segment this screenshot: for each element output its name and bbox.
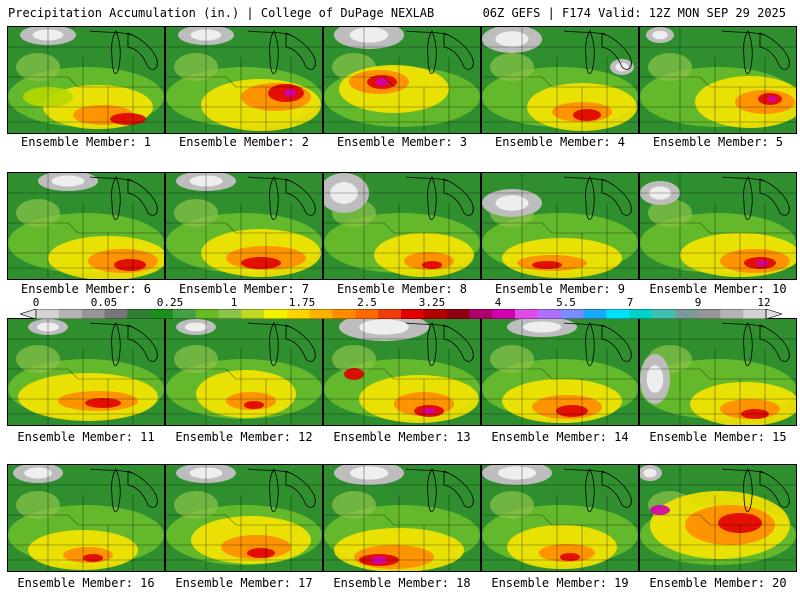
ensemble-member-label: Ensemble Member: 1 <box>20 135 152 149</box>
ensemble-map-5 <box>639 26 797 134</box>
ensemble-member-label: Ensemble Member: 12 <box>175 430 313 444</box>
colorbar-swatch <box>423 309 447 319</box>
colorbar-swatch <box>218 309 242 319</box>
ensemble-map-6 <box>7 172 165 280</box>
ensemble-member-label: Ensemble Member: 3 <box>336 135 468 149</box>
colorbar-swatch <box>583 309 607 319</box>
colorbar-swatch <box>515 309 539 319</box>
colorbar-tick-label: 0 <box>32 296 40 309</box>
colorbar-swatch <box>195 309 219 319</box>
colorbar-swatch <box>492 309 516 319</box>
colorbar-swatch <box>606 309 630 319</box>
colorbar-swatch <box>332 309 356 319</box>
ensemble-map-10 <box>639 172 797 280</box>
ensemble-map-14 <box>481 318 639 426</box>
valid-time: 06Z GEFS | F174 Valid: 12Z MON SEP 29 20… <box>482 6 786 20</box>
ensemble-map-13 <box>323 318 481 426</box>
ensemble-map-11 <box>7 318 165 426</box>
ensemble-map-16 <box>7 464 165 572</box>
ensemble-map-8 <box>323 172 481 280</box>
colorbar-tick-label: 5.5 <box>556 296 576 309</box>
colorbar-swatch <box>241 309 265 319</box>
ensemble-member-label: Ensemble Member: 13 <box>333 430 471 444</box>
ensemble-member-label: Ensemble Member: 18 <box>333 576 471 590</box>
colorbar-swatch <box>36 309 60 319</box>
colorbar-swatch <box>81 309 105 319</box>
colorbar-swatch <box>104 309 128 319</box>
colorbar-swatch <box>469 309 493 319</box>
colorbar-tick-label: 3.25 <box>418 296 446 309</box>
ensemble-member-label: Ensemble Member: 17 <box>175 576 313 590</box>
ensemble-member-label: Ensemble Member: 14 <box>491 430 629 444</box>
colorbar-swatch <box>537 309 561 319</box>
ensemble-member-label: Ensemble Member: 20 <box>649 576 787 590</box>
colorbar-swatch <box>401 309 425 319</box>
colorbar-tick-label: 1.75 <box>288 296 316 309</box>
colorbar-tick-label: 0.05 <box>90 296 118 309</box>
colorbar-swatch <box>743 309 767 319</box>
ensemble-map-15 <box>639 318 797 426</box>
colorbar-swatch <box>355 309 379 319</box>
ensemble-member-label: Ensemble Member: 10 <box>649 282 787 296</box>
ensemble-map-7 <box>165 172 323 280</box>
colorbar-tick-label: 7 <box>626 296 634 309</box>
colorbar-swatch <box>58 309 82 319</box>
ensemble-map-12 <box>165 318 323 426</box>
colorbar-tick-label: 9 <box>694 296 702 309</box>
ensemble-member-label: Ensemble Member: 15 <box>649 430 787 444</box>
colorbar-swatch <box>720 309 744 319</box>
colorbar-swatch <box>127 309 151 319</box>
ensemble-member-label: Ensemble Member: 2 <box>178 135 310 149</box>
precip-colorbar <box>20 309 782 319</box>
colorbar-swatch <box>697 309 721 319</box>
map-title: Precipitation Accumulation (in.) | Colle… <box>8 6 435 20</box>
ensemble-map-4 <box>481 26 639 134</box>
ensemble-member-label: Ensemble Member: 5 <box>652 135 784 149</box>
colorbar-swatch <box>286 309 311 319</box>
ensemble-map-2 <box>165 26 323 134</box>
ensemble-map-19 <box>481 464 639 572</box>
ensemble-map-20 <box>639 464 797 572</box>
ensemble-member-label: Ensemble Member: 9 <box>494 282 626 296</box>
colorbar-swatch <box>629 309 653 319</box>
colorbar-swatch <box>172 309 196 319</box>
ensemble-map-17 <box>165 464 323 572</box>
colorbar-tick-label: 4 <box>494 296 502 309</box>
colorbar-swatch <box>264 309 288 319</box>
ensemble-map-1 <box>7 26 165 134</box>
ensemble-member-label: Ensemble Member: 4 <box>494 135 626 149</box>
colorbar-tick-label: 1 <box>230 296 238 309</box>
colorbar-swatch <box>674 309 698 319</box>
colorbar-swatch <box>378 309 402 319</box>
colorbar-swatch <box>651 309 676 319</box>
colorbar-swatch <box>560 309 584 319</box>
ensemble-member-label: Ensemble Member: 8 <box>336 282 468 296</box>
colorbar-tick-label: 12 <box>757 296 771 309</box>
ensemble-map-18 <box>323 464 481 572</box>
ensemble-member-label: Ensemble Member: 19 <box>491 576 629 590</box>
ensemble-member-label: Ensemble Member: 6 <box>20 282 152 296</box>
colorbar-swatch <box>446 309 470 319</box>
ensemble-member-label: Ensemble Member: 7 <box>178 282 310 296</box>
ensemble-member-label: Ensemble Member: 16 <box>17 576 155 590</box>
ensemble-member-label: Ensemble Member: 11 <box>17 430 155 444</box>
ensemble-map-9 <box>481 172 639 280</box>
colorbar-tick-label: 2.5 <box>357 296 377 309</box>
ensemble-map-3 <box>323 26 481 134</box>
colorbar-swatch <box>150 309 174 319</box>
colorbar-tick-label: 0.25 <box>156 296 184 309</box>
colorbar-swatch <box>309 309 333 319</box>
